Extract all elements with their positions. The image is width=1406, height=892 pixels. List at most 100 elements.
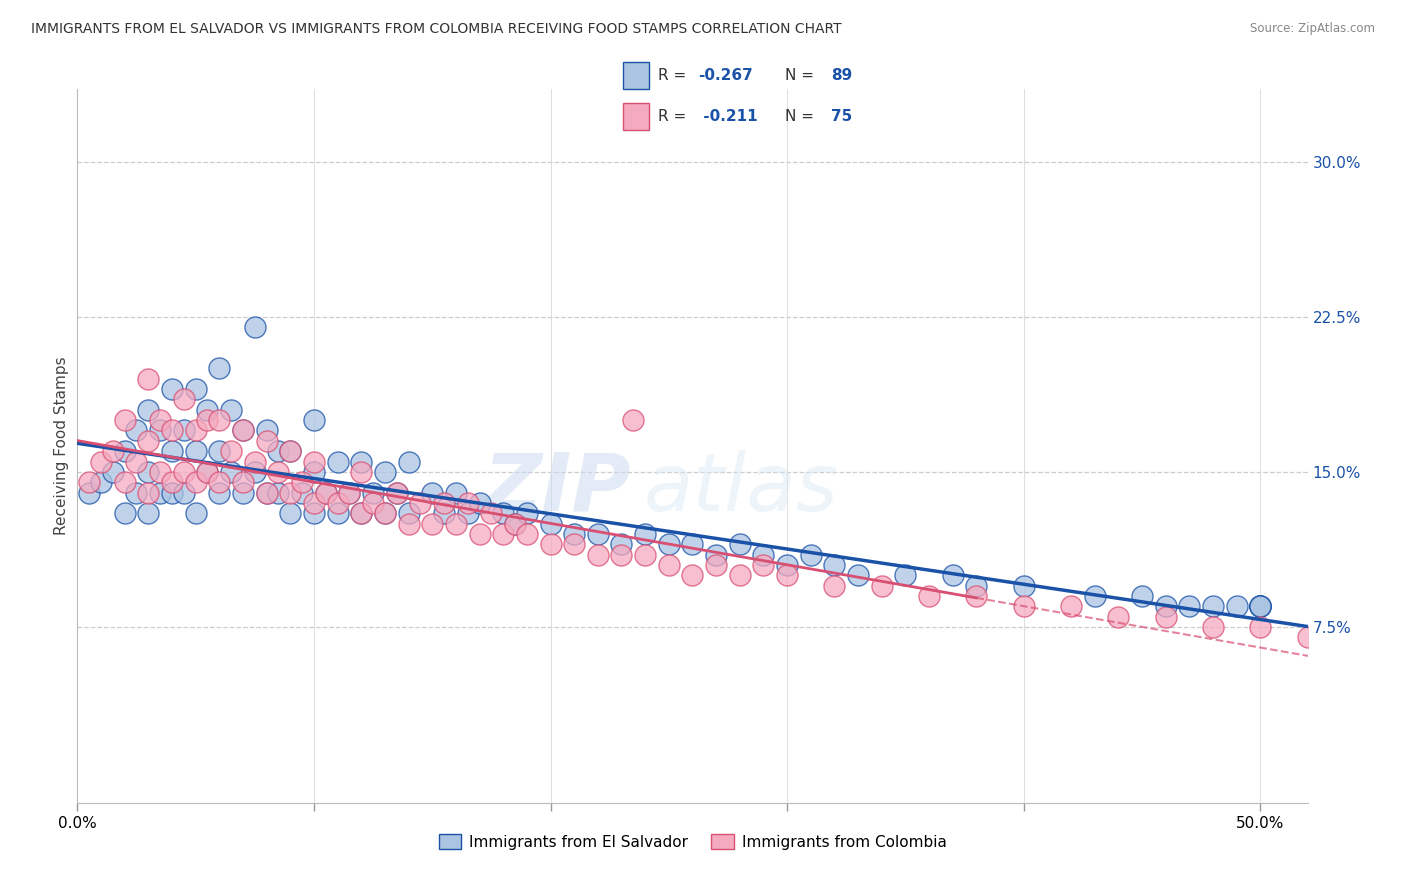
Point [267,444,290,458]
Point [942,568,965,582]
Point [278,485,301,500]
Point [326,454,349,468]
Point [149,465,172,479]
Point [184,444,207,458]
Point [1296,630,1319,644]
Point [232,485,254,500]
Point [160,485,183,500]
Point [1084,589,1107,603]
Point [728,537,751,551]
Y-axis label: Receiving Food Stamps: Receiving Food Stamps [53,357,69,535]
Point [208,485,231,500]
Point [1249,599,1271,614]
Point [278,444,301,458]
Point [101,444,124,458]
Point [149,413,172,427]
Point [752,558,775,572]
Point [291,475,314,490]
Point [149,485,172,500]
Point [823,579,845,593]
Point [516,527,538,541]
Point [77,475,100,490]
Point [184,424,207,438]
Point [1130,589,1153,603]
Point [385,485,408,500]
Point [586,527,609,541]
Point [350,506,373,520]
Point [302,465,325,479]
Point [776,568,799,582]
Point [114,475,136,490]
Point [444,516,467,531]
Point [1249,599,1271,614]
Point [610,548,633,562]
Point [197,465,219,479]
Point [682,537,704,551]
Point [125,424,148,438]
Point [256,485,278,500]
FancyBboxPatch shape [623,62,650,89]
Point [173,424,195,438]
Point [634,527,657,541]
Point [350,506,373,520]
Point [562,537,585,551]
Point [433,496,456,510]
Point [114,413,136,427]
Point [173,392,195,407]
Point [361,496,384,510]
Point [302,454,325,468]
Point [291,485,314,500]
Point [634,548,657,562]
Point [136,465,159,479]
Text: R =: R = [658,109,686,124]
Point [846,568,869,582]
Point [339,485,361,500]
Point [965,579,987,593]
Point [823,558,845,572]
Point [658,537,681,551]
Point [339,485,361,500]
Point [302,506,325,520]
Point [374,465,396,479]
Point [219,402,242,417]
Point [1107,609,1129,624]
Point [457,506,479,520]
Legend: Immigrants from El Salvador, Immigrants from Colombia: Immigrants from El Salvador, Immigrants … [433,828,952,855]
Point [361,485,384,500]
Point [374,506,396,520]
Point [90,454,112,468]
Point [350,465,373,479]
Point [704,548,727,562]
Point [385,485,408,500]
Point [682,568,704,582]
Point [503,516,526,531]
Text: Source: ZipAtlas.com: Source: ZipAtlas.com [1250,22,1375,36]
Point [1202,599,1225,614]
Point [1249,599,1271,614]
Point [232,424,254,438]
Point [1012,579,1035,593]
Point [1249,620,1271,634]
Point [350,454,373,468]
Point [420,485,443,500]
Point [160,475,183,490]
Point [326,496,349,510]
Text: ZIP: ZIP [484,450,631,528]
Point [503,516,526,531]
Point [136,372,159,386]
Point [398,516,420,531]
Point [1249,599,1271,614]
Text: atlas: atlas [644,450,838,528]
Point [114,444,136,458]
Point [658,558,681,572]
Point [315,485,337,500]
Point [457,496,479,510]
Point [420,516,443,531]
Point [197,413,219,427]
Point [256,434,278,448]
Point [173,485,195,500]
Point [136,506,159,520]
Text: N =: N = [785,109,814,124]
Point [398,454,420,468]
Point [232,475,254,490]
